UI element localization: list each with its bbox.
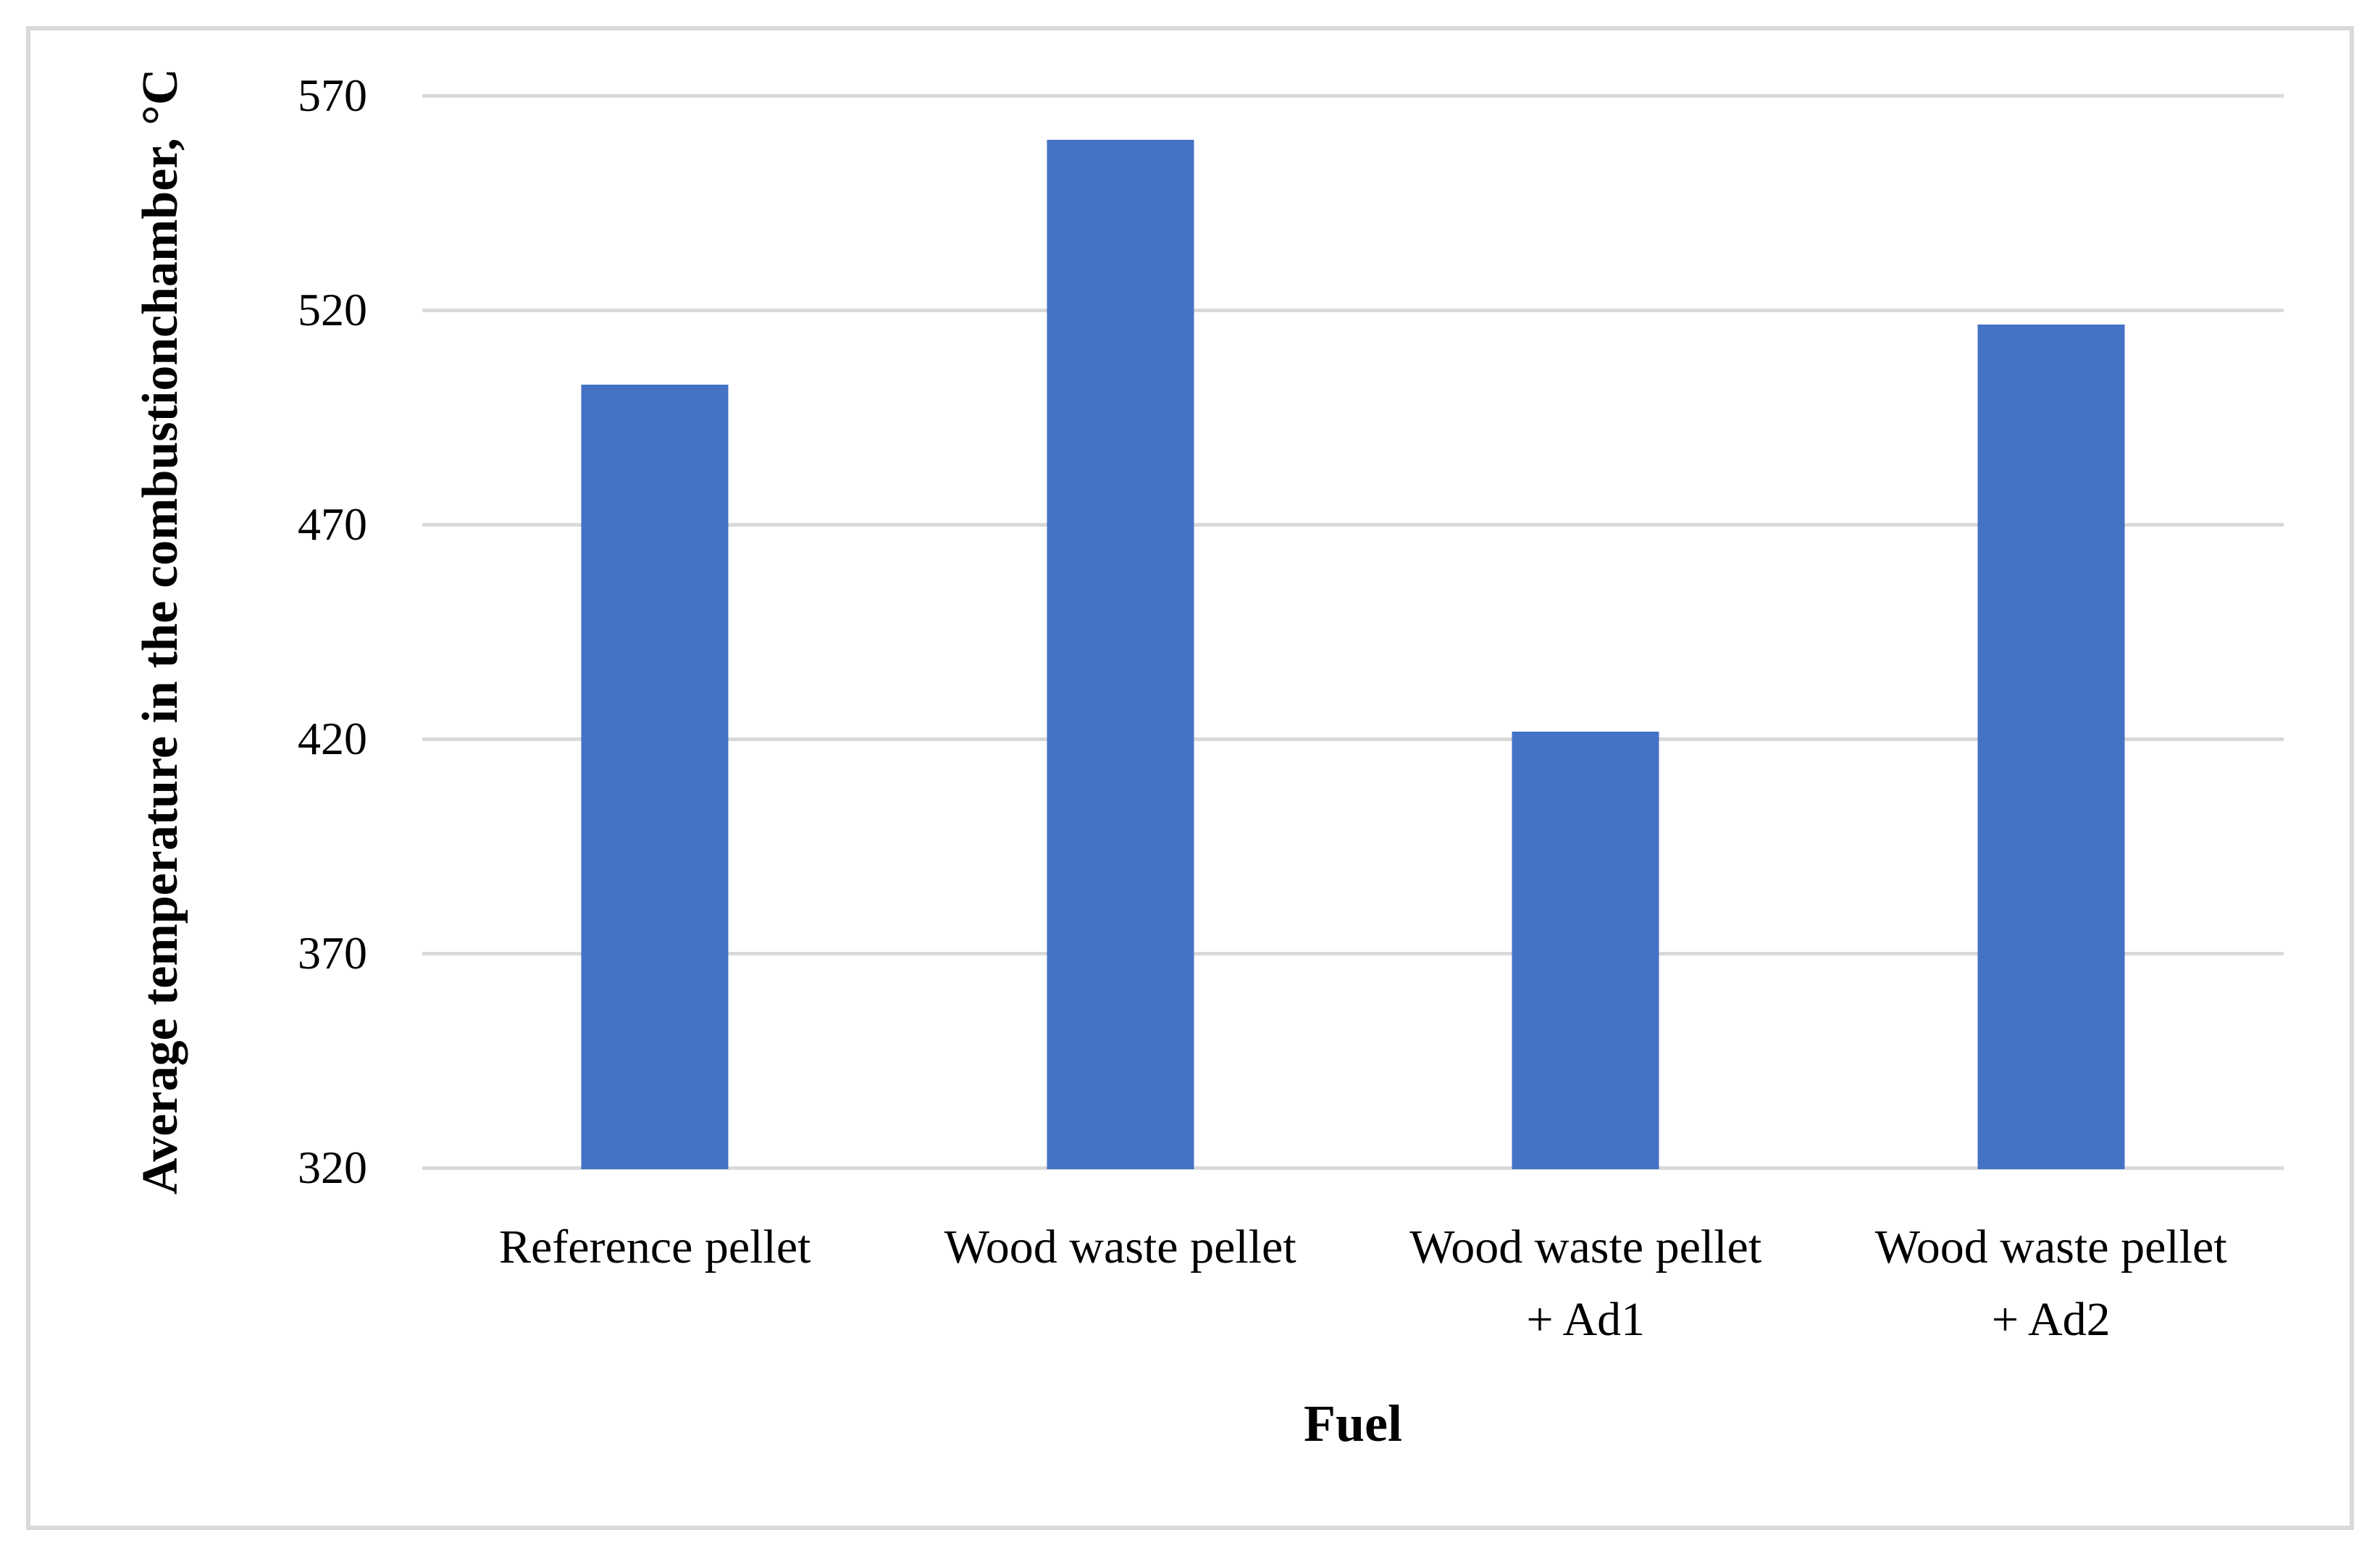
y-tick-label: 470 bbox=[298, 498, 367, 550]
y-tick-label: 420 bbox=[298, 713, 367, 764]
bar-wood-waste-pellet bbox=[1047, 140, 1194, 1169]
bar-wood-waste-pellet-ad2 bbox=[1977, 324, 2125, 1169]
x-category-slot: Reference pellet bbox=[422, 1211, 888, 1443]
x-category-label: Reference pellet bbox=[372, 1211, 937, 1284]
y-tick-label: 370 bbox=[298, 927, 367, 979]
bar-slot bbox=[1353, 96, 1819, 1169]
bars bbox=[422, 96, 2284, 1169]
gridline bbox=[422, 523, 2284, 527]
x-category-label-line: + Ad2 bbox=[1991, 1293, 2111, 1346]
bar-reference-pellet bbox=[581, 384, 729, 1169]
x-axis-category-labels: Reference pellet Wood waste pellet Wood wa… bbox=[422, 1211, 2284, 1443]
x-category-label-line: Reference pellet bbox=[498, 1221, 811, 1273]
y-tick-label: 320 bbox=[298, 1142, 367, 1193]
bar-wood-waste-pellet-ad1 bbox=[1512, 732, 1659, 1169]
x-category-slot: Wood waste pellet + Ad2 bbox=[1819, 1211, 2284, 1443]
x-category-label-line: Wood waste pellet bbox=[944, 1221, 1296, 1273]
y-tick-label: 520 bbox=[298, 284, 367, 335]
gridline bbox=[422, 94, 2284, 98]
x-category-label: Wood waste pellet bbox=[838, 1211, 1403, 1284]
x-axis-title: Fuel bbox=[1304, 1394, 1402, 1452]
x-category-label: Wood waste pellet + Ad2 bbox=[1769, 1211, 2334, 1356]
x-category-label-line: + Ad1 bbox=[1526, 1293, 1646, 1346]
bar-slot bbox=[888, 96, 1354, 1169]
gridline bbox=[422, 952, 2284, 955]
gridlines bbox=[422, 94, 2284, 1170]
y-axis-tick-labels: 570 520 470 420 370 320 bbox=[30, 70, 367, 1193]
y-tick-label: 570 bbox=[298, 70, 367, 121]
plot-area bbox=[422, 94, 2284, 1170]
x-category-slot: Wood waste pellet + Ad1 bbox=[1353, 1211, 1819, 1443]
x-category-slot: Wood waste pellet bbox=[888, 1211, 1354, 1443]
gridline bbox=[422, 737, 2284, 741]
bar-slot bbox=[1819, 96, 2284, 1169]
x-category-label-line: Wood waste pellet bbox=[1409, 1221, 1762, 1273]
bar-slot bbox=[422, 96, 888, 1169]
gridline bbox=[422, 1166, 2284, 1170]
chart-frame: Average temperature in the combustion ch… bbox=[26, 26, 2354, 1530]
x-category-label: Wood waste pellet + Ad1 bbox=[1303, 1211, 1868, 1356]
x-category-label-line: Wood waste pellet bbox=[1874, 1221, 2227, 1273]
gridline bbox=[422, 309, 2284, 312]
